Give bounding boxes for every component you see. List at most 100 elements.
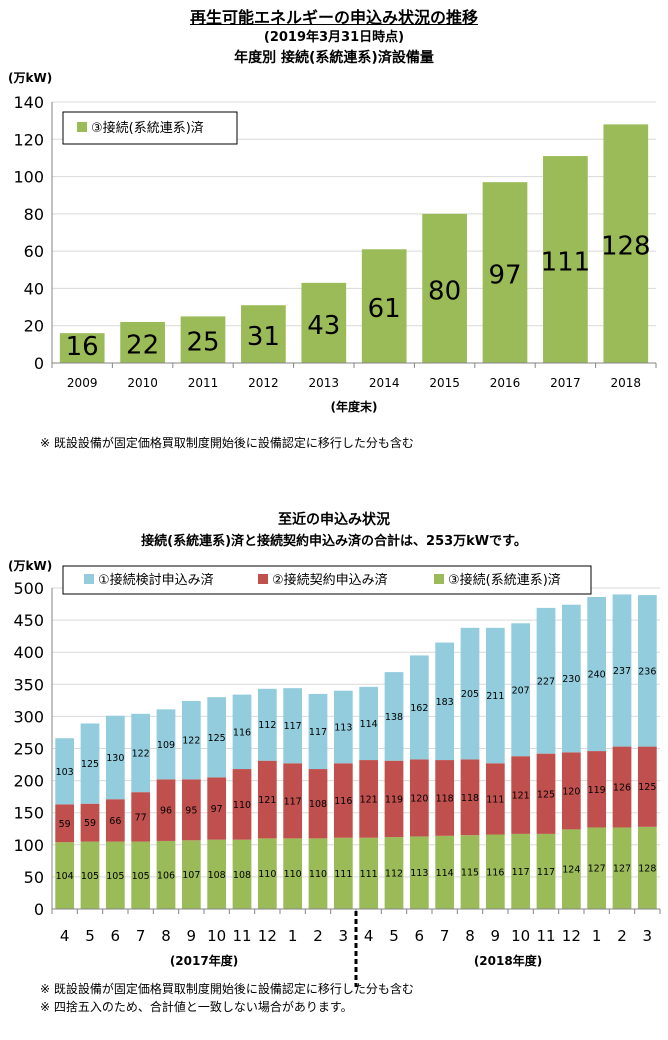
x-tick-label: 5	[85, 927, 95, 945]
y-tick-label: 80	[24, 205, 44, 224]
segment-data-label: 125	[81, 759, 99, 770]
x-tick-label: 10	[207, 927, 226, 945]
stacked-bar-segment	[232, 839, 252, 909]
y-tick-label: 300	[13, 707, 44, 726]
y-tick-label: 140	[13, 93, 44, 112]
x-tick-label: 2009	[67, 376, 98, 390]
legend-label: ③接続(系統連系)済	[91, 120, 204, 136]
segment-data-label: 119	[588, 785, 606, 796]
segment-data-label: 59	[59, 819, 71, 830]
segment-data-label: 108	[309, 799, 327, 810]
stacked-bar-segment	[637, 595, 657, 747]
chart2-subtitle: 接続(系統連系)済と接続契約申込み済の合計は、253万kWです。	[141, 534, 527, 549]
segment-data-label: 126	[613, 783, 631, 794]
y-tick-label: 350	[13, 675, 44, 694]
stacked-bar-segment	[409, 655, 429, 760]
bar	[120, 321, 165, 363]
x-tick-label: 6	[111, 927, 121, 945]
stacked-bar-segment	[359, 686, 379, 761]
bar	[59, 333, 105, 363]
stacked-bar-segment	[637, 746, 657, 827]
x-tick-label: 2	[313, 927, 323, 945]
segment-data-label: 240	[588, 670, 606, 681]
x-tick-label: 3	[643, 927, 653, 945]
y-axis-label: (万kW)	[8, 559, 52, 573]
segment-data-label: 125	[537, 789, 555, 800]
segment-data-label: 110	[309, 869, 327, 880]
y-tick-label: 500	[13, 579, 44, 598]
segment-data-label: 111	[334, 869, 352, 880]
stacked-bar-segment	[536, 607, 556, 754]
stacked-bar-segment	[308, 838, 328, 909]
x-tick-label: 9	[187, 927, 197, 945]
segment-data-label: 96	[160, 806, 172, 817]
bar-data-label: 97	[488, 261, 521, 291]
x-axis-label: (年度末)	[331, 399, 378, 414]
segment-data-label: 107	[182, 870, 200, 881]
x-tick-label: 4	[60, 927, 70, 945]
segment-data-label: 59	[84, 818, 96, 829]
stacked-bar-segment	[131, 841, 151, 909]
x-tick-label: 2012	[248, 376, 279, 390]
stacked-bar-segment	[181, 840, 201, 909]
stacked-bar-segment	[333, 837, 353, 909]
stacked-bar-segment	[384, 672, 404, 761]
segment-data-label: 115	[461, 868, 479, 879]
segment-data-label: 227	[537, 676, 555, 687]
segment-data-label: 77	[135, 812, 147, 823]
bar	[361, 249, 407, 363]
stacked-bar-segment	[359, 837, 379, 909]
y-axis-label: (万kW)	[8, 71, 52, 85]
stacked-bar-segment	[283, 838, 303, 909]
stacked-bar-segment	[80, 723, 100, 804]
segment-data-label: 111	[360, 869, 378, 880]
legend-box	[62, 111, 238, 145]
segment-data-label: 117	[284, 721, 302, 732]
segment-data-label: 120	[410, 793, 428, 804]
chart1-subtitle-date: (2019年3月31日時点)	[263, 30, 405, 45]
stacked-bar-segment	[435, 835, 455, 909]
stacked-bar-segment	[232, 769, 252, 840]
stacked-bar-segment	[232, 694, 252, 770]
y-tick-label: 50	[24, 868, 44, 887]
x-tick-label: 2	[617, 927, 627, 945]
stacked-bar-segment	[80, 803, 100, 842]
segment-data-label: 119	[385, 794, 403, 805]
chart1-title: 再生可能エネルギーの申込み状況の推移	[189, 8, 478, 27]
bar	[543, 156, 588, 363]
bar-data-label: 111	[541, 248, 591, 278]
segment-data-label: 114	[436, 868, 454, 879]
y-tick-label: 250	[13, 740, 44, 759]
bar-data-label: 128	[601, 232, 651, 262]
x-tick-label: 2010	[127, 376, 158, 390]
x-tick-label: 12	[562, 927, 581, 945]
segment-data-label: 104	[56, 871, 74, 882]
segment-data-label: 110	[233, 800, 251, 811]
stacked-bar-segment	[156, 840, 176, 909]
bar	[603, 124, 649, 363]
segment-data-label: 127	[588, 864, 606, 875]
chart1-annual-bar-chart: 0 20 40 60 80 100 120 140 (万kW) 16 2009 22 2010 25 201…	[8, 71, 657, 414]
stacked-bar-segment	[587, 751, 607, 828]
segment-data-label: 116	[233, 727, 251, 738]
stacked-bar-segment	[257, 760, 277, 839]
segment-data-label: 105	[106, 871, 124, 882]
segment-data-label: 117	[309, 727, 327, 738]
x-tick-label: 10	[511, 927, 530, 945]
stacked-bar-segment	[460, 759, 480, 836]
stacked-bar-segment	[105, 715, 125, 800]
segment-data-label: 121	[512, 791, 530, 802]
chart1-subtitle: 年度別 接続(系統連系)済設備量	[234, 50, 434, 66]
segment-data-label: 138	[385, 712, 403, 723]
segment-data-label: 110	[258, 869, 276, 880]
bar	[180, 316, 226, 363]
segment-data-label: 116	[334, 796, 352, 807]
bar	[482, 182, 528, 363]
segment-data-label: 113	[410, 868, 428, 879]
x-group-label: (2017年度)	[170, 953, 238, 968]
segment-data-label: 130	[106, 753, 124, 764]
x-tick-label: 2016	[490, 376, 521, 390]
segment-data-label: 110	[284, 869, 302, 880]
stacked-bar-segment	[612, 827, 632, 909]
